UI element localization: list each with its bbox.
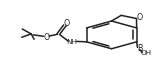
Text: O: O (64, 19, 70, 28)
Text: O: O (136, 13, 143, 22)
Text: NH: NH (66, 39, 77, 45)
Text: OH: OH (140, 50, 151, 56)
Text: O: O (43, 33, 50, 42)
Text: B: B (137, 44, 142, 53)
